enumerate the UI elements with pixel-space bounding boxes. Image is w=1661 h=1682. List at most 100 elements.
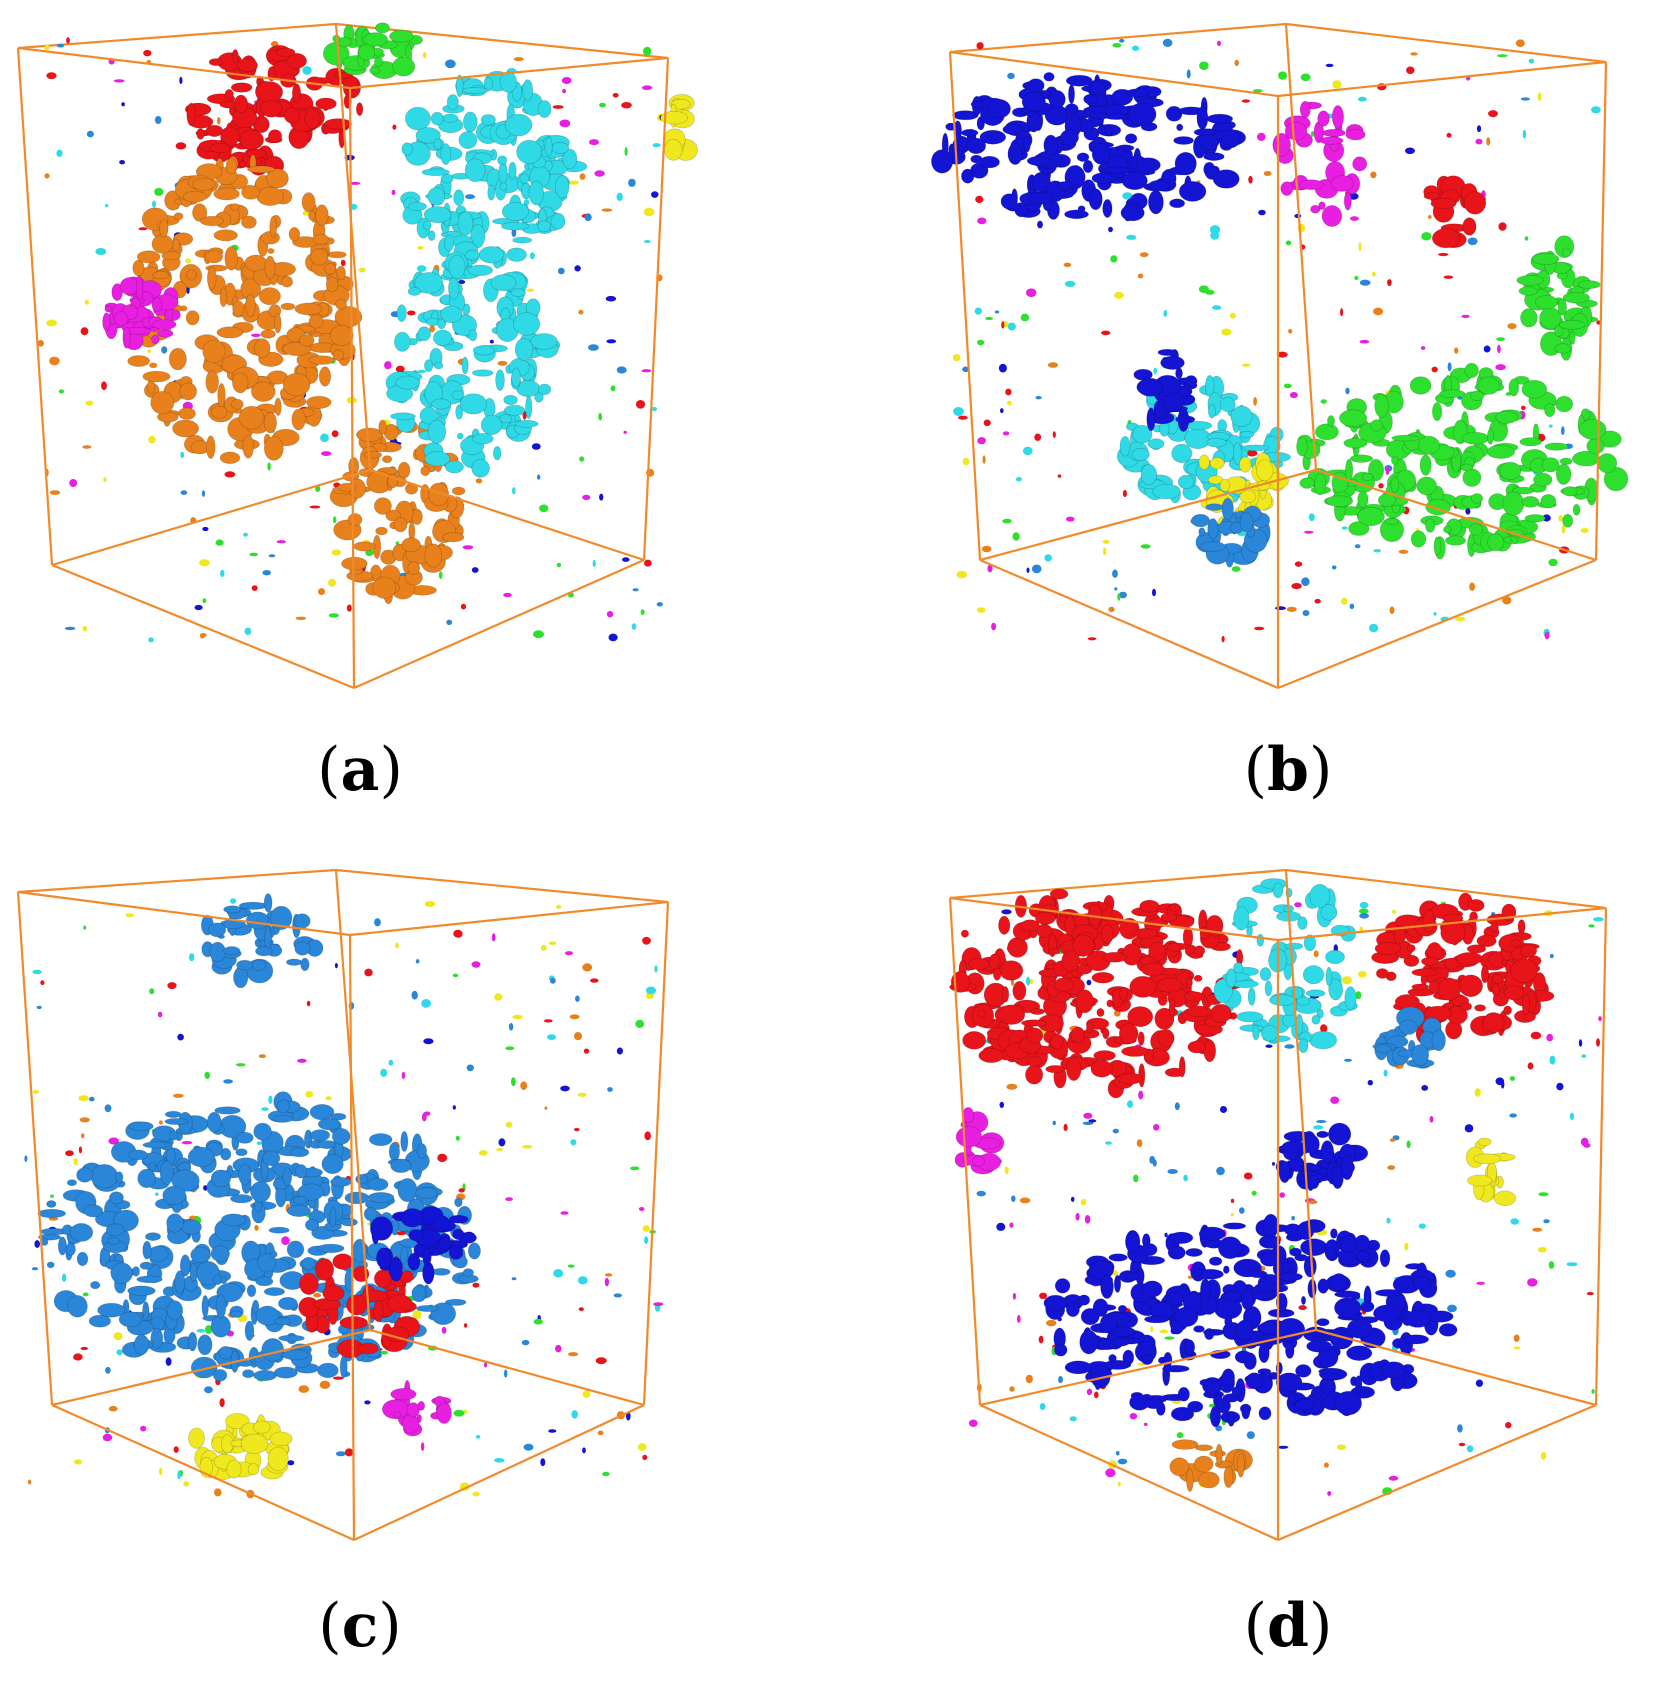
pore-fragment: [1286, 606, 1297, 612]
cube-edge: [1277, 1403, 1597, 1542]
pore-blob: [241, 184, 261, 200]
pore-blob: [315, 97, 337, 110]
pore-blob: [1193, 1455, 1214, 1473]
pore-blob: [202, 339, 226, 364]
pore-fragment: [56, 149, 63, 157]
pore-fragment: [1556, 1082, 1564, 1091]
pore-blob: [76, 1251, 89, 1267]
pore-fragment: [630, 1166, 640, 1171]
pore-fragment: [1007, 322, 1016, 331]
pore-blob: [1413, 1275, 1432, 1291]
pore-fragment: [276, 540, 286, 544]
pore-blob: [1167, 1245, 1186, 1260]
pore-fragment: [1004, 1166, 1009, 1175]
pore-blob: [1476, 934, 1497, 948]
pore-blob: [1520, 943, 1538, 958]
pore-blob: [464, 158, 486, 183]
pore-blob: [233, 94, 249, 114]
pore-fragment: [1524, 236, 1529, 241]
pore-fragment: [331, 549, 342, 556]
cube-edge: [334, 23, 372, 471]
pore-fragment: [267, 248, 275, 254]
pore-fragment: [508, 1023, 514, 1031]
pore-fragment: [452, 973, 459, 978]
pore-fragment: [1291, 1216, 1295, 1221]
pore-cluster: [1296, 362, 1629, 560]
pore-fragment: [1117, 593, 1121, 601]
pore-cluster: [329, 416, 466, 605]
pore-fragment: [180, 490, 188, 495]
pore-blob: [411, 1285, 427, 1303]
pore-blob: [472, 433, 494, 445]
pore-blob: [1196, 106, 1209, 130]
cube-edge: [1315, 468, 1597, 562]
pore-blob: [1245, 1372, 1264, 1390]
pore-blob: [1140, 1353, 1154, 1366]
pore-fragment: [1291, 583, 1302, 590]
pore-blob: [1317, 1278, 1330, 1294]
pore-fragment: [365, 549, 374, 557]
pore-blob: [269, 1250, 278, 1258]
pore-blob: [1427, 1310, 1454, 1323]
pore-fragment: [616, 1047, 624, 1055]
pore-fragment: [364, 1400, 371, 1405]
caption-c: (c): [318, 1591, 402, 1661]
pore-fragment: [429, 325, 436, 333]
pore-fragment: [588, 344, 599, 351]
pore-blob: [1170, 1406, 1195, 1422]
pore-blob: [401, 537, 421, 553]
pore-blob: [941, 132, 949, 158]
pore-fragment: [568, 1352, 579, 1357]
pore-blob: [960, 128, 979, 137]
pore-blob: [1487, 533, 1505, 552]
pore-blob: [1357, 490, 1369, 508]
pore-blob: [1147, 179, 1170, 192]
pore-fragment: [605, 295, 617, 302]
cube-edge: [51, 1403, 355, 1542]
pore-blob: [1331, 105, 1344, 129]
pore-blob: [499, 182, 508, 191]
pore-blob: [1249, 1269, 1268, 1279]
pore-blob: [1381, 1361, 1407, 1379]
pore-blob: [220, 1276, 228, 1285]
pore-blob: [1106, 999, 1114, 1008]
pore-blob: [373, 497, 392, 515]
pore-fragment: [31, 1267, 39, 1271]
pore-fragment: [1538, 1246, 1547, 1253]
pore-fragment: [50, 1194, 54, 1198]
pore-blob: [254, 338, 271, 359]
pore-fragment: [154, 187, 164, 196]
pore-blob: [1559, 457, 1573, 465]
pore-fragment: [466, 1064, 474, 1072]
pore-fragment: [267, 462, 271, 471]
pore-fragment: [32, 969, 42, 975]
pore-fragment: [335, 1451, 346, 1457]
pore-fragment: [1230, 1212, 1234, 1217]
pore-fragment: [1087, 637, 1097, 641]
pore-blob: [1517, 919, 1526, 935]
pore-fragment: [513, 57, 524, 62]
pore-fragment: [1094, 1391, 1099, 1399]
pore-blob: [1079, 1329, 1099, 1355]
pore-blob: [448, 254, 466, 280]
pore-blob: [972, 1155, 986, 1167]
pore-fragment: [1034, 433, 1042, 441]
pore-fragment: [616, 366, 627, 374]
pore-blob: [1503, 985, 1525, 1001]
pore-fragment: [1325, 63, 1334, 68]
pore-blob: [1207, 404, 1217, 419]
pore-fragment: [1139, 252, 1149, 258]
pore-fragment: [220, 569, 225, 578]
pore-fragment: [1457, 1424, 1463, 1433]
cube-edge: [17, 868, 337, 894]
pore-fragment: [1475, 1379, 1483, 1387]
pore-cluster: [1372, 1006, 1446, 1069]
pore-fragment: [1143, 1422, 1148, 1426]
pore-blob: [1288, 1391, 1296, 1405]
pore-blob: [1027, 78, 1045, 93]
pore-blob: [1241, 1403, 1251, 1420]
pore-fragment: [644, 1131, 651, 1141]
pore-fragment: [1159, 1329, 1169, 1334]
pore-blob: [210, 1245, 231, 1262]
pore-fragment: [189, 953, 195, 962]
